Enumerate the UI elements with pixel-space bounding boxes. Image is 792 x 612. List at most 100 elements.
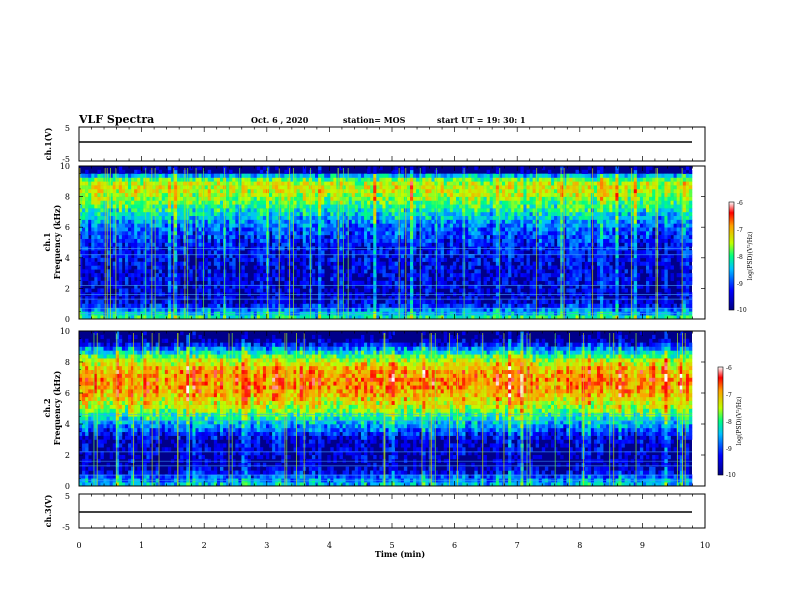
spectrogram-cell — [520, 208, 524, 213]
spectrogram-cell — [167, 307, 172, 312]
spectrogram-cell — [544, 315, 549, 320]
spectrogram-cell — [143, 215, 147, 220]
spectrogram-cell — [284, 280, 288, 285]
spectrogram-cell — [391, 242, 395, 247]
spectrogram-cell — [158, 280, 163, 285]
spectrogram-cell — [253, 265, 258, 270]
spectrogram-cell — [581, 234, 586, 239]
spectrogram-cell — [529, 315, 533, 320]
spectrogram-cell — [155, 303, 159, 308]
spectrogram-cell — [688, 299, 693, 305]
spectrogram-cell — [376, 200, 380, 205]
spectrogram-cell — [281, 200, 285, 205]
spectrogram-cell — [572, 288, 576, 293]
spectrogram-cell — [551, 257, 555, 262]
spectrogram-cell — [318, 284, 322, 289]
spectrogram-cell — [272, 307, 276, 312]
spectrogram-cell — [526, 296, 530, 301]
spectrogram-cell — [606, 223, 610, 228]
spectrogram-cell — [164, 242, 169, 247]
spectrogram-cell — [477, 269, 481, 274]
spectrogram-cell — [370, 223, 374, 228]
spectrogram-cell — [547, 253, 552, 259]
spectrogram-cell — [250, 280, 254, 285]
spectrogram-cell — [391, 234, 395, 239]
spectrogram-cell — [483, 223, 487, 228]
spectrogram-cell — [364, 242, 368, 247]
spectrogram-cell — [514, 238, 518, 243]
spectrogram-cell — [465, 223, 469, 228]
spectrogram-cell — [351, 204, 356, 209]
spectrogram-cell — [612, 269, 616, 274]
spectrogram-cell — [649, 253, 653, 259]
spectrogram-cell — [376, 238, 380, 243]
spectrogram-cell — [486, 215, 490, 220]
spectrogram-cell — [465, 231, 469, 236]
spectrogram-cell — [376, 211, 380, 217]
spectrogram-cell — [128, 234, 132, 239]
spectrogram-cell — [682, 219, 687, 224]
spectrogram-cell — [204, 315, 209, 320]
spectrogram-cell — [606, 204, 610, 209]
spectrogram-cell — [526, 215, 530, 220]
spectrogram-cell — [443, 257, 448, 262]
spectrogram-cell — [649, 238, 653, 243]
spectrogram-cell — [143, 280, 147, 285]
spectrogram-cell — [115, 227, 120, 232]
spectrogram-cell — [406, 250, 411, 255]
spectrogram-cell — [373, 204, 377, 209]
spectrogram-cell — [216, 299, 221, 305]
spectrogram-cell — [532, 276, 536, 282]
spectrogram-cell — [106, 204, 110, 209]
spectrogram-cell — [655, 215, 659, 220]
spectrogram-cell — [538, 284, 543, 289]
spectrogram-cell — [357, 257, 362, 262]
spectrogram-cell — [161, 231, 166, 236]
spectrogram-cell — [79, 276, 83, 282]
spectrogram-cell — [508, 238, 512, 243]
spectrogram-cell — [115, 265, 120, 270]
spectrogram-cell — [91, 211, 95, 217]
spectrogram-cell — [226, 257, 230, 262]
spectrogram-cell — [449, 219, 454, 224]
spectrogram-cell — [189, 200, 193, 205]
spectrogram-cell — [345, 253, 350, 259]
spectrogram-cell — [682, 231, 687, 236]
spectrogram-cell — [661, 234, 665, 239]
spectrogram-cell — [195, 223, 199, 228]
spectrogram-cell — [302, 273, 307, 278]
spectrogram-cell — [575, 242, 579, 247]
spectrogram-cell — [287, 303, 291, 308]
spectrogram-cell — [373, 234, 377, 239]
spectrogram-cell — [685, 234, 690, 239]
spectrogram-cell — [682, 261, 687, 266]
spectrogram-cell — [229, 265, 233, 270]
spectrogram-cell — [569, 227, 573, 232]
spectrogram-cell — [244, 315, 248, 320]
spectrogram-cell — [342, 242, 346, 247]
spectrogram-cell — [547, 208, 552, 213]
spectrogram-cell — [284, 299, 288, 305]
spectrogram-cell — [226, 276, 230, 282]
spectrogram-cell — [348, 219, 353, 224]
spectrogram-cell — [511, 269, 515, 274]
spectrogram-cell — [520, 204, 524, 209]
spectrogram-cell — [360, 219, 365, 224]
spectrogram-cell — [311, 280, 316, 285]
spectrogram-cell — [305, 211, 310, 217]
spectrogram-cell — [596, 261, 601, 266]
spectrogram-cell — [425, 211, 429, 217]
spectrogram-cell — [121, 234, 126, 239]
spectrogram-cell — [382, 231, 386, 236]
spectrogram-cell — [256, 303, 261, 308]
spectrogram-cell — [112, 231, 117, 236]
spectrogram-cell — [523, 215, 527, 220]
spectrogram-cell — [517, 299, 521, 305]
spectrogram-cell — [85, 223, 89, 228]
spectrogram-cell — [275, 234, 279, 239]
spectrogram-cell — [216, 273, 221, 278]
spectrogram-cell — [124, 257, 129, 262]
spectrogram-cell — [91, 200, 95, 205]
spectrogram-cell — [204, 204, 209, 209]
spectrogram-cell — [639, 303, 644, 308]
